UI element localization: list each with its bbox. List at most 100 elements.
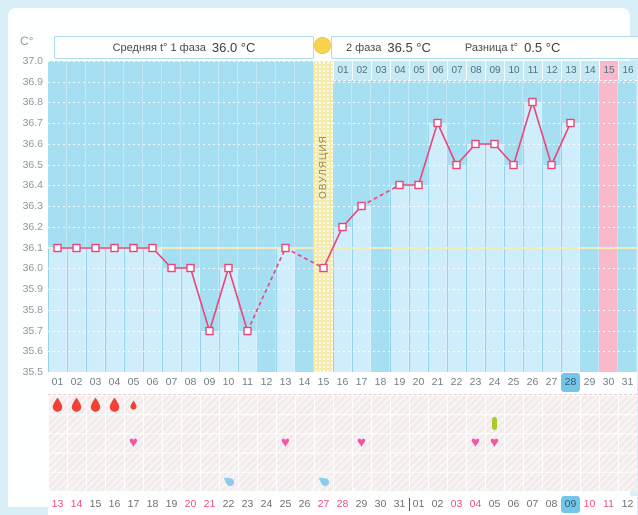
measured-day-column[interactable] xyxy=(466,144,485,372)
calendar-date-cell: 02 xyxy=(431,498,444,510)
cycle-day-cell-22[interactable]: 22 xyxy=(450,376,463,388)
calendar-date-cell: 15 xyxy=(89,498,102,510)
menstruation-icon[interactable] xyxy=(52,397,63,412)
pill-shape xyxy=(492,417,497,431)
phase2-day-cell: 14 xyxy=(580,61,599,80)
phase2-day-cell: 07 xyxy=(447,61,466,80)
menstruation-icon[interactable] xyxy=(130,400,137,410)
temperature-point-day-13[interactable] xyxy=(281,243,290,253)
intercourse-heart-icon[interactable]: ♥ xyxy=(468,435,483,451)
temperature-point-day-6[interactable] xyxy=(148,243,157,253)
calendar-date-cell: 11 xyxy=(603,498,614,510)
calendar-date-cell: 25 xyxy=(279,498,292,510)
cycle-day-cell-25[interactable]: 25 xyxy=(507,376,520,388)
cycle-day-cell-02[interactable]: 02 xyxy=(70,376,83,388)
temperature-point-day-26[interactable] xyxy=(528,97,537,107)
intercourse-heart-icon[interactable]: ♥ xyxy=(126,435,141,451)
menstruation-icon[interactable] xyxy=(71,397,82,412)
temperature-point-day-25[interactable] xyxy=(509,160,518,170)
temperature-point-day-19[interactable] xyxy=(395,180,404,190)
temperature-point-day-15[interactable] xyxy=(319,263,328,273)
measured-day-column[interactable] xyxy=(333,227,352,372)
phase2-day-cell: 01 xyxy=(333,61,352,80)
cycle-day-cell-26[interactable]: 26 xyxy=(526,376,539,388)
temperature-point-day-16[interactable] xyxy=(338,222,347,232)
measured-day-column[interactable] xyxy=(390,185,409,372)
phase2-day-cell: 12 xyxy=(542,61,561,80)
cervical-fluid-icon[interactable] xyxy=(223,475,235,487)
temperature-segment xyxy=(436,122,458,166)
temperature-point-day-22[interactable] xyxy=(452,160,461,170)
temperature-point-day-20[interactable] xyxy=(414,180,423,190)
temperature-point-day-10[interactable] xyxy=(224,263,233,273)
menstruation-icon[interactable] xyxy=(90,397,101,412)
menstruation-icon[interactable] xyxy=(109,397,120,412)
pill-icon[interactable] xyxy=(491,416,498,431)
measured-day-column[interactable] xyxy=(485,144,504,372)
heart-glyph: ♥ xyxy=(490,434,499,451)
cycle-day-cell-13[interactable]: 13 xyxy=(279,376,292,388)
measured-day-column[interactable] xyxy=(523,102,542,372)
cycle-day-cell-12[interactable]: 12 xyxy=(260,376,273,388)
cycle-day-cell-03[interactable]: 03 xyxy=(89,376,102,388)
cycle-day-cell-23[interactable]: 23 xyxy=(469,376,482,388)
temperature-point-day-24[interactable] xyxy=(490,139,499,149)
phase2-label: 2 фаза xyxy=(346,41,382,54)
cycle-day-cell-30[interactable]: 30 xyxy=(602,376,615,388)
measured-day-column[interactable] xyxy=(409,185,428,372)
cervical-fluid-icon[interactable] xyxy=(318,475,330,487)
chart-plot-area[interactable]: ОВУЛЯЦИЯ 01 02 03 04 05 06 07 08 09 10 11 12 13 14 15 16 xyxy=(48,61,637,372)
cycle-day-cell-15[interactable]: 15 xyxy=(317,376,330,388)
cycle-day-cell-19[interactable]: 19 xyxy=(393,376,406,388)
cycle-day-cell-14[interactable]: 14 xyxy=(298,376,311,388)
temperature-point-day-23[interactable] xyxy=(471,139,480,149)
cycle-day-cell-11[interactable]: 11 xyxy=(242,376,253,388)
cycle-day-cell-04[interactable]: 04 xyxy=(108,376,121,388)
temperature-segment xyxy=(361,184,400,207)
ovulation-column[interactable] xyxy=(314,61,333,372)
temperature-point-day-11[interactable] xyxy=(243,326,252,336)
phase1-label: Средняя t° 1 фаза xyxy=(112,41,206,54)
temperature-point-day-28[interactable] xyxy=(566,118,575,128)
cycle-day-cell-28[interactable]: 28 xyxy=(561,373,580,392)
cycle-day-cell-24[interactable]: 24 xyxy=(488,376,501,388)
temperature-point-day-8[interactable] xyxy=(186,263,195,273)
cycle-day-cell-27[interactable]: 27 xyxy=(545,376,558,388)
y-tick-label: 36.7 xyxy=(22,117,43,130)
y-tick-label: 36.3 xyxy=(22,200,43,213)
cycle-day-cell-09[interactable]: 09 xyxy=(203,376,216,388)
measured-day-column[interactable] xyxy=(181,268,200,372)
cycle-day-cell-08[interactable]: 08 xyxy=(184,376,197,388)
cycle-day-cell-10[interactable]: 10 xyxy=(222,376,235,388)
cycle-day-cell-16[interactable]: 16 xyxy=(336,376,349,388)
expected-period-column[interactable] xyxy=(599,61,618,372)
intercourse-heart-icon[interactable]: ♥ xyxy=(487,434,502,451)
temperature-point-day-1[interactable] xyxy=(53,243,62,253)
cycle-day-cell-17[interactable]: 17 xyxy=(355,376,368,388)
temperature-point-day-27[interactable] xyxy=(547,160,556,170)
temperature-point-day-17[interactable] xyxy=(357,201,366,211)
month-separator xyxy=(409,498,410,511)
calendar-date-cell: 28 xyxy=(336,498,349,510)
cycle-day-cell-07[interactable]: 07 xyxy=(165,376,178,388)
cycle-day-cell-21[interactable]: 21 xyxy=(431,376,444,388)
cycle-day-cell-06[interactable]: 06 xyxy=(146,376,159,388)
cycle-day-cell-18[interactable]: 18 xyxy=(374,376,387,388)
temperature-point-day-4[interactable] xyxy=(110,243,119,253)
temperature-point-day-7[interactable] xyxy=(167,263,176,273)
cycle-day-cell-01[interactable]: 01 xyxy=(51,376,64,388)
cycle-day-cell-31[interactable]: 31 xyxy=(621,376,634,388)
temperature-point-day-21[interactable] xyxy=(433,118,442,128)
temperature-point-day-9[interactable] xyxy=(205,326,214,336)
measured-day-column[interactable] xyxy=(162,268,181,372)
intercourse-heart-icon[interactable]: ♥ xyxy=(278,435,293,451)
intercourse-heart-icon[interactable]: ♥ xyxy=(354,435,369,451)
cycle-day-cell-29[interactable]: 29 xyxy=(583,376,596,388)
temperature-point-day-5[interactable] xyxy=(129,243,138,253)
temperature-point-day-2[interactable] xyxy=(72,243,81,253)
cycle-day-cell-20[interactable]: 20 xyxy=(412,376,425,388)
measured-day-column[interactable] xyxy=(219,268,238,372)
calendar-date-cell: 19 xyxy=(165,498,178,510)
temperature-point-day-3[interactable] xyxy=(91,243,100,253)
cycle-day-cell-05[interactable]: 05 xyxy=(127,376,140,388)
